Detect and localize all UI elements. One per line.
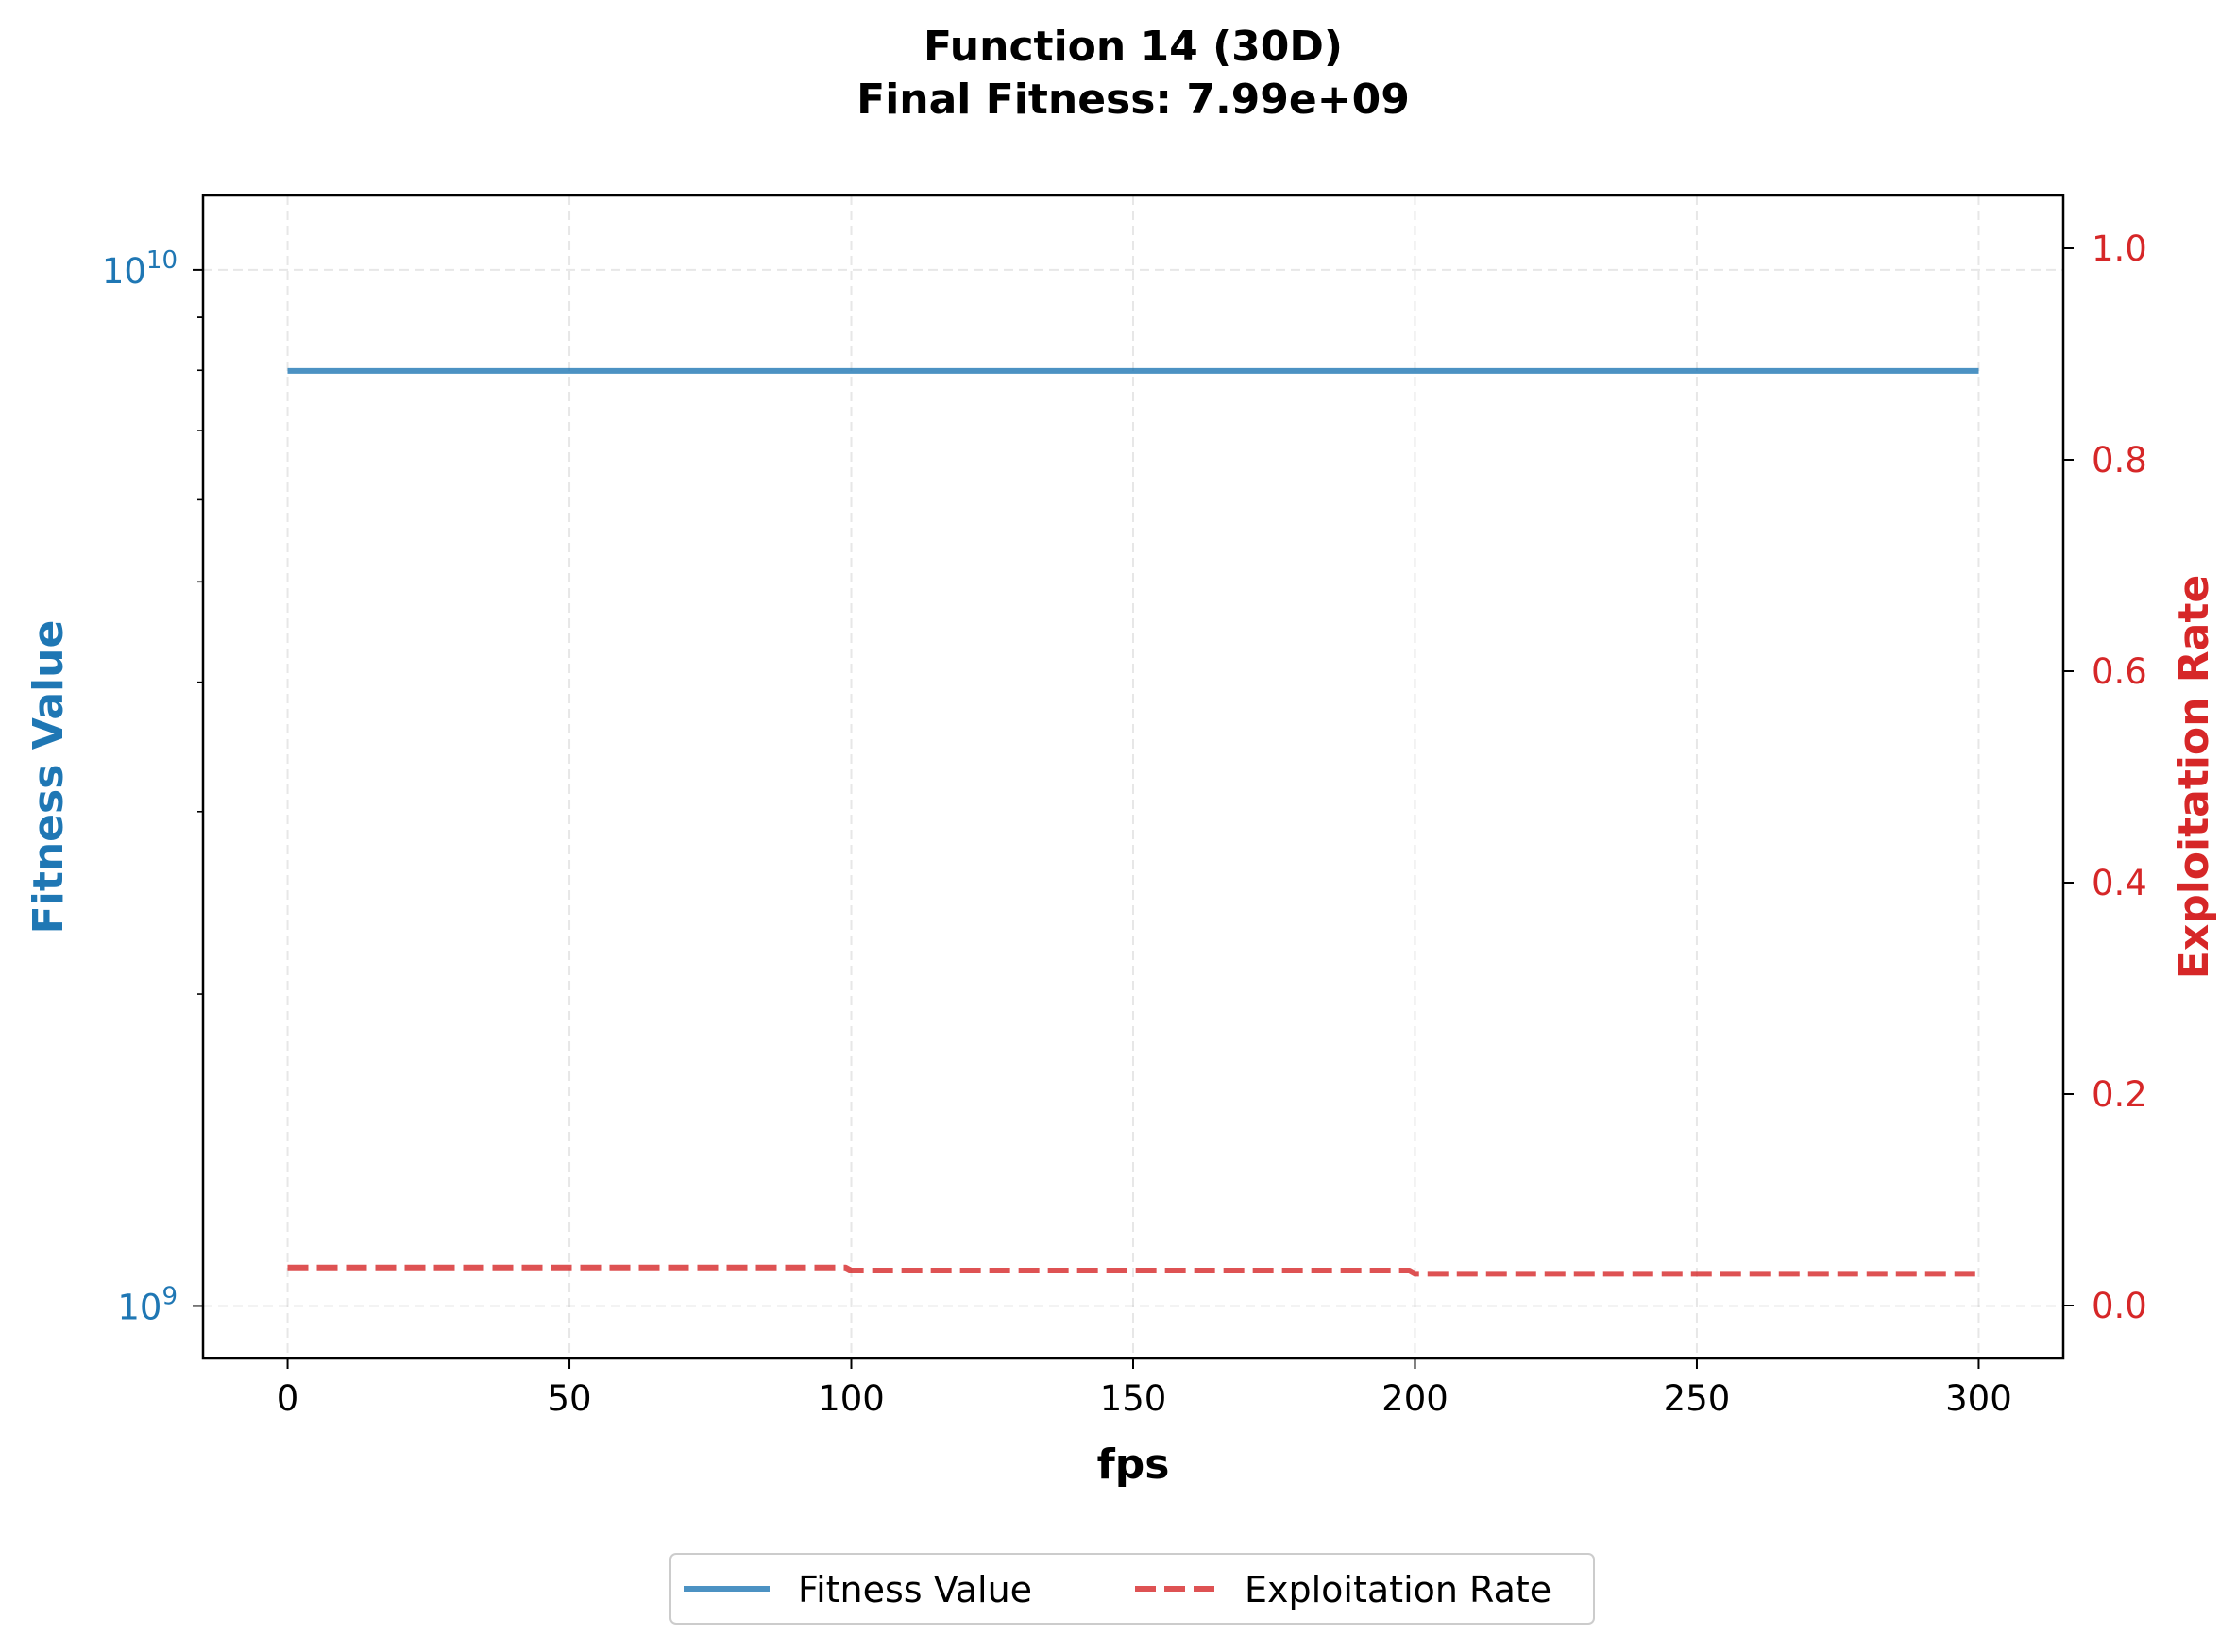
right-tick-label: 0.2 xyxy=(2092,1074,2147,1115)
x-tick-label: 50 xyxy=(547,1378,591,1419)
x-tick-label: 100 xyxy=(818,1378,885,1419)
right-y-axis-label: Exploitation Rate xyxy=(2170,575,2218,979)
x-axis: 0 50 100 150 200 250 300 xyxy=(277,1358,2012,1419)
x-tick-label: 0 xyxy=(277,1378,299,1419)
left-tick-label: 109 xyxy=(117,1282,178,1327)
x-axis-label: fps xyxy=(1097,1441,1170,1489)
plot-lines xyxy=(287,367,1979,1277)
grid xyxy=(203,195,2063,1358)
x-tick-label: 200 xyxy=(1381,1378,1449,1419)
right-tick-label: 0.0 xyxy=(2092,1286,2147,1326)
right-tick-label: 1.0 xyxy=(2092,228,2147,269)
left-tick-label: 1010 xyxy=(102,246,178,292)
legend-box xyxy=(669,1553,1595,1625)
left-y-axis: 109 1010 xyxy=(102,246,203,1327)
x-tick-label: 250 xyxy=(1664,1378,1731,1419)
legend-fitness-label: Fitness Value xyxy=(798,1569,1032,1610)
chart-subtitle: Final Fitness: 7.99e+09 xyxy=(856,76,1410,124)
right-tick-label: 0.6 xyxy=(2092,651,2147,692)
right-tick-label: 0.4 xyxy=(2092,863,2147,903)
chart-title: Function 14 (30D) xyxy=(924,23,1343,71)
right-y-axis: 0.0 0.2 0.4 0.6 0.8 1.0 xyxy=(2063,228,2147,1326)
legend: Fitness Value Exploitation Rate xyxy=(669,1553,1595,1625)
legend-exploitation-label: Exploitation Rate xyxy=(1245,1569,1551,1610)
x-tick-label: 150 xyxy=(1100,1378,1167,1419)
right-tick-label: 0.8 xyxy=(2092,440,2147,480)
left-y-axis-label: Fitness Value xyxy=(25,620,73,935)
x-tick-label: 300 xyxy=(1945,1378,2012,1419)
